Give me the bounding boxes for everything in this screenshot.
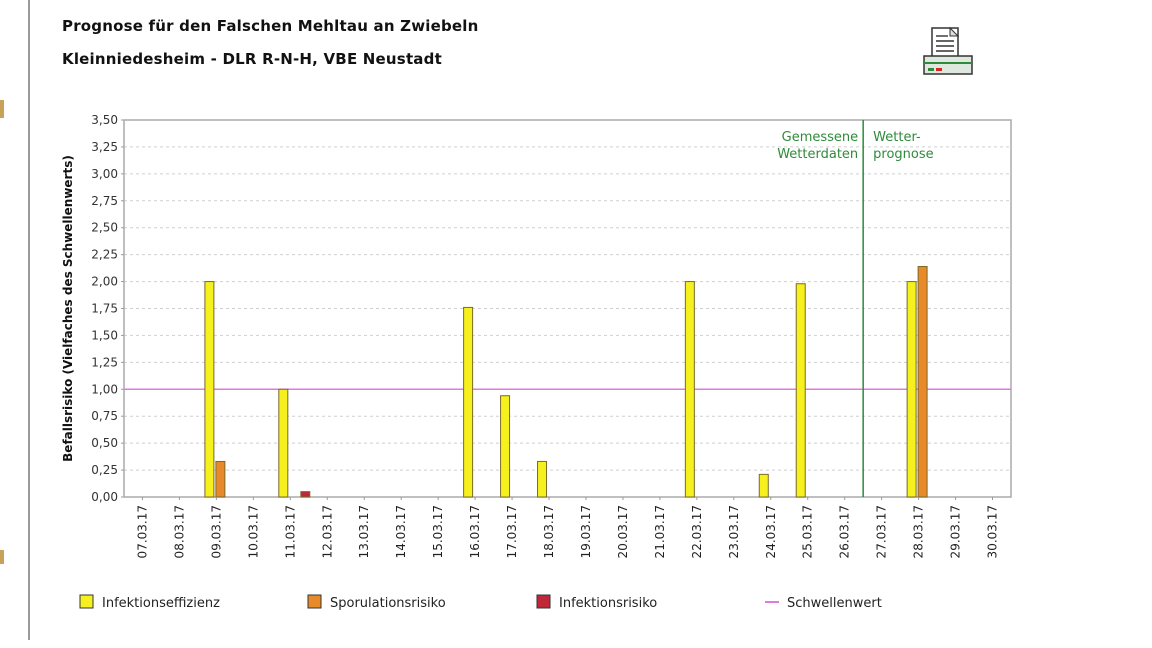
bar-infektionseffizienz	[463, 306, 474, 498]
bar-infektionseffizienz	[906, 281, 917, 498]
bar-infektionseffizienz	[204, 281, 215, 498]
x-tick-label: 12.03.17	[320, 505, 334, 558]
chart-subtitle: Kleinniedesheim - DLR R-N-H, VBE Neustad…	[62, 50, 442, 68]
x-tick-label: 18.03.17	[542, 505, 556, 558]
x-tick-label: 16.03.17	[468, 505, 482, 558]
y-tick-label: 1,75	[91, 302, 118, 316]
bar-sporulationsrisiko	[215, 460, 226, 498]
x-tick-label: 20.03.17	[616, 505, 630, 558]
y-tick-label: 3,00	[91, 167, 118, 181]
y-tick-label: 2,50	[91, 221, 118, 235]
x-tick-label: 09.03.17	[209, 505, 223, 558]
x-tick-label: 21.03.17	[653, 505, 667, 558]
x-tick-label: 26.03.17	[838, 505, 852, 558]
bar-sporulationsrisiko	[917, 265, 928, 498]
y-tick-label: 1,50	[91, 328, 118, 342]
y-axis-label: Befallsrisiko (Vielfaches des Schwellenw…	[61, 155, 75, 462]
bar-infektionseffizienz	[684, 281, 695, 498]
legend-label: Infektionsrisiko	[559, 596, 657, 611]
printer-icon[interactable]	[922, 26, 974, 78]
bar-infektionseffizienz	[795, 283, 806, 498]
x-tick-label: 15.03.17	[431, 505, 445, 558]
plot-area	[123, 119, 1012, 498]
x-tick-label: 27.03.17	[875, 505, 889, 558]
edge-mark	[0, 550, 4, 564]
forecast-label: prognose	[873, 147, 933, 162]
y-tick-label: 0,50	[91, 436, 118, 450]
y-tick-label: 0,75	[91, 409, 118, 423]
x-tick-label: 25.03.17	[801, 505, 815, 558]
legend-swatch	[79, 594, 94, 609]
edge-mark	[0, 100, 4, 118]
y-tick-label: 2,75	[91, 194, 118, 208]
chart-title: Prognose für den Falschen Mehltau an Zwi…	[62, 17, 479, 35]
x-tick-label: 11.03.17	[283, 505, 297, 558]
x-tick-label: 13.03.17	[357, 505, 371, 558]
y-tick-label: 0,00	[91, 490, 118, 504]
x-tick-label: 17.03.17	[505, 505, 519, 558]
legend-label: Schwellenwert	[787, 596, 882, 611]
measured-data-label: Gemessene	[782, 130, 859, 145]
y-tick-label: 3,50	[91, 113, 118, 127]
y-tick-label: 0,25	[91, 463, 118, 477]
x-tick-label: 14.03.17	[394, 505, 408, 558]
x-tick-label: 22.03.17	[690, 505, 704, 558]
bar-infektionseffizienz	[500, 395, 511, 498]
x-tick-label: 29.03.17	[949, 505, 963, 558]
legend-label: Infektionseffizienz	[102, 596, 220, 611]
forecast-label: Wetter-	[873, 130, 921, 145]
x-tick-label: 08.03.17	[172, 505, 186, 558]
y-tick-label: 2,00	[91, 275, 118, 289]
legend-swatch	[536, 594, 551, 609]
x-tick-label: 07.03.17	[135, 505, 149, 558]
y-tick-label: 1,00	[91, 382, 118, 396]
window-border	[28, 0, 30, 640]
x-tick-label: 24.03.17	[764, 505, 778, 558]
bar-infektionseffizienz	[537, 460, 548, 498]
bar-infektionsrisiko	[300, 491, 311, 498]
x-tick-label: 30.03.17	[986, 505, 1000, 558]
bar-infektionseffizienz	[758, 473, 769, 498]
x-tick-label: 19.03.17	[579, 505, 593, 558]
y-tick-label: 3,25	[91, 140, 118, 154]
x-tick-label: 23.03.17	[727, 505, 741, 558]
measured-data-label: Wetterdaten	[777, 147, 858, 162]
y-tick-label: 1,25	[91, 355, 118, 369]
legend-swatch	[307, 594, 322, 609]
x-tick-label: 28.03.17	[912, 505, 926, 558]
legend-label: Sporulationsrisiko	[330, 596, 446, 611]
bar-infektionseffizienz	[278, 388, 289, 498]
y-tick-label: 2,25	[91, 248, 118, 262]
x-tick-label: 10.03.17	[246, 505, 260, 558]
